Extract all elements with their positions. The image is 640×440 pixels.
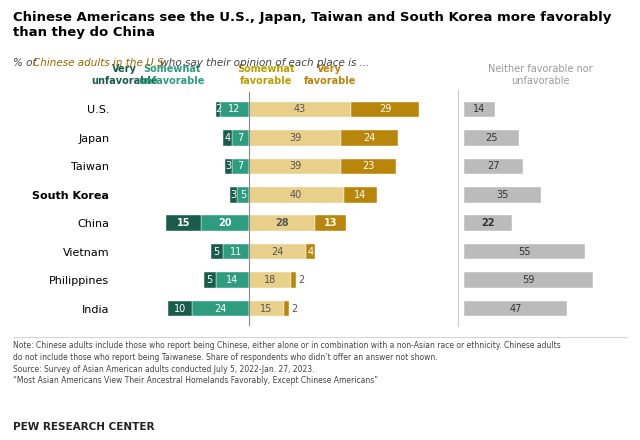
Text: % of: % of — [13, 58, 39, 68]
Bar — [249, 187, 344, 202]
Bar — [464, 102, 495, 117]
Text: 2: 2 — [298, 275, 305, 285]
Text: 5: 5 — [240, 190, 246, 200]
Bar — [232, 158, 249, 174]
Bar — [249, 301, 284, 316]
Text: Neither favorable nor
unfavorable: Neither favorable nor unfavorable — [488, 64, 593, 86]
Bar — [223, 244, 249, 260]
Text: Very
unfavorable: Very unfavorable — [92, 64, 158, 86]
Text: 43: 43 — [294, 104, 306, 114]
Bar — [249, 158, 341, 174]
Bar — [192, 301, 249, 316]
Text: Somewhat
favorable: Somewhat favorable — [237, 64, 294, 86]
Text: 7: 7 — [237, 133, 244, 143]
Bar — [351, 102, 419, 117]
Text: 7: 7 — [237, 161, 244, 171]
Bar — [341, 158, 396, 174]
Bar — [249, 272, 291, 288]
Bar — [344, 187, 377, 202]
Bar — [464, 158, 524, 174]
Bar — [166, 216, 202, 231]
Bar — [168, 301, 192, 316]
Text: 25: 25 — [485, 133, 498, 143]
Bar — [291, 272, 296, 288]
Text: 39: 39 — [289, 161, 301, 171]
Bar — [220, 102, 249, 117]
Text: 29: 29 — [379, 104, 391, 114]
Text: 14: 14 — [473, 104, 486, 114]
Text: 40: 40 — [290, 190, 302, 200]
Bar — [464, 130, 519, 146]
Bar — [464, 301, 567, 316]
Text: Chinese adults in the U.S.: Chinese adults in the U.S. — [33, 58, 167, 68]
Text: 47: 47 — [509, 304, 522, 314]
Bar — [464, 187, 541, 202]
Text: 35: 35 — [496, 190, 509, 200]
Bar — [464, 216, 512, 231]
Text: 14: 14 — [226, 275, 238, 285]
Bar — [202, 216, 249, 231]
Text: 3: 3 — [225, 161, 232, 171]
Text: 23: 23 — [362, 161, 374, 171]
Text: 11: 11 — [230, 247, 242, 257]
Text: 28: 28 — [275, 218, 289, 228]
Bar — [216, 272, 249, 288]
Text: 10: 10 — [174, 304, 186, 314]
Text: 15: 15 — [177, 218, 190, 228]
Text: 2: 2 — [291, 304, 298, 314]
Text: 18: 18 — [264, 275, 276, 285]
Text: 22: 22 — [481, 218, 495, 228]
Text: 4: 4 — [307, 247, 314, 257]
Bar — [216, 102, 220, 117]
Text: 20: 20 — [218, 218, 232, 228]
Text: 12: 12 — [228, 104, 241, 114]
Bar — [237, 187, 249, 202]
Bar — [211, 244, 223, 260]
Text: 2: 2 — [215, 104, 221, 114]
Bar — [249, 244, 306, 260]
Bar — [204, 272, 216, 288]
Bar — [223, 130, 232, 146]
Bar — [306, 244, 315, 260]
Text: 14: 14 — [354, 190, 366, 200]
Bar — [225, 158, 232, 174]
Text: 4: 4 — [225, 133, 230, 143]
Text: Chinese Americans see the U.S., Japan, Taiwan and South Korea more favorably
tha: Chinese Americans see the U.S., Japan, T… — [13, 11, 611, 39]
Text: 55: 55 — [518, 247, 531, 257]
Text: Very
favorable: Very favorable — [303, 64, 356, 86]
Text: who say their opinion of each place is ...: who say their opinion of each place is .… — [157, 58, 369, 68]
Text: 39: 39 — [289, 133, 301, 143]
Bar — [284, 301, 289, 316]
Text: PEW RESEARCH CENTER: PEW RESEARCH CENTER — [13, 422, 154, 433]
Text: Note: Chinese adults include those who report being Chinese, either alone or in : Note: Chinese adults include those who r… — [13, 341, 561, 385]
Bar — [464, 272, 593, 288]
Text: 15: 15 — [260, 304, 273, 314]
Bar — [249, 216, 315, 231]
Text: 13: 13 — [324, 218, 337, 228]
Text: 24: 24 — [214, 304, 227, 314]
Bar — [249, 102, 351, 117]
Text: 27: 27 — [488, 161, 500, 171]
Text: 24: 24 — [271, 247, 284, 257]
Text: 59: 59 — [522, 275, 535, 285]
Bar — [230, 187, 237, 202]
Bar — [249, 130, 341, 146]
Text: 5: 5 — [207, 275, 212, 285]
Bar — [341, 130, 398, 146]
Bar — [464, 244, 585, 260]
Text: 3: 3 — [230, 190, 236, 200]
Bar — [315, 216, 346, 231]
Text: 5: 5 — [214, 247, 220, 257]
Bar — [232, 130, 249, 146]
Text: Somewhat
unfavorable: Somewhat unfavorable — [138, 64, 205, 86]
Text: 24: 24 — [364, 133, 376, 143]
